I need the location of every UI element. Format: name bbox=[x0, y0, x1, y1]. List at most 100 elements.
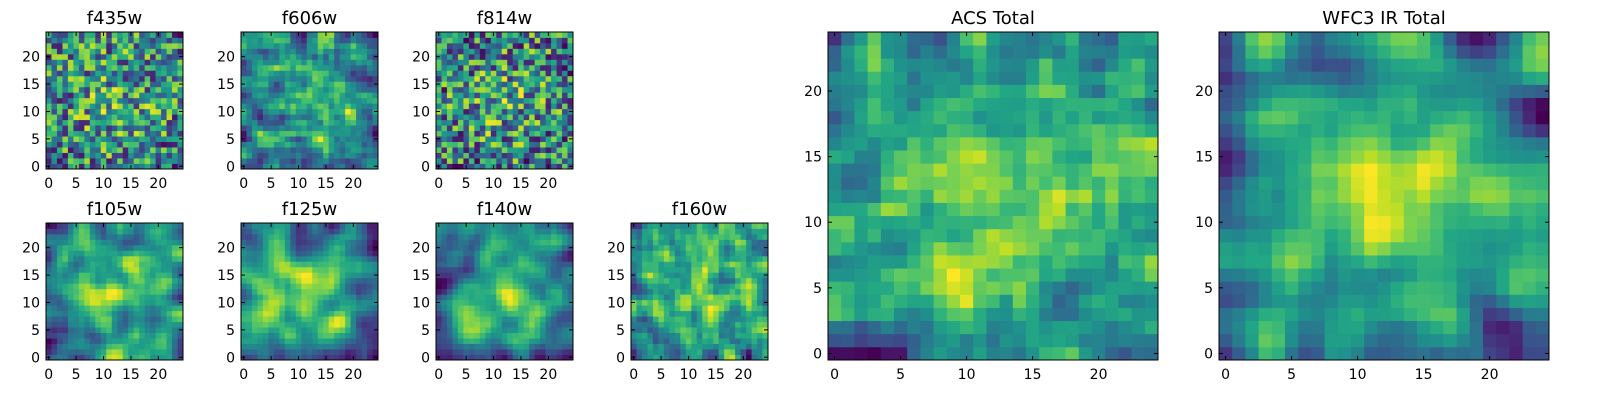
heatmap-cell bbox=[150, 299, 156, 306]
heatmap-cell bbox=[641, 283, 648, 290]
heatmap-cell bbox=[540, 158, 546, 164]
heatmap-cell bbox=[328, 343, 335, 350]
heatmap-cell bbox=[284, 343, 291, 350]
heatmap-cell bbox=[312, 42, 319, 49]
heatmap-cell bbox=[446, 141, 453, 148]
heatmap-cell bbox=[356, 163, 362, 170]
heatmap-cell bbox=[452, 228, 459, 235]
heatmap-cell bbox=[166, 86, 173, 93]
heatmap-cell bbox=[691, 239, 698, 246]
heatmap-cell bbox=[73, 310, 80, 317]
heatmap-cell bbox=[150, 103, 156, 110]
heatmap-cell bbox=[122, 299, 129, 306]
heatmap-cell bbox=[1131, 268, 1146, 282]
heatmap-cell bbox=[973, 307, 987, 322]
heatmap-cell bbox=[534, 97, 541, 104]
heatmap-cell bbox=[172, 261, 178, 268]
heatmap-cell bbox=[334, 70, 341, 77]
heatmap-cell bbox=[95, 53, 102, 60]
heatmap-cell bbox=[907, 281, 921, 295]
heatmap-cell bbox=[1118, 215, 1132, 230]
y-tick-label: 15 bbox=[607, 268, 625, 284]
heatmap-cell bbox=[867, 241, 882, 256]
heatmap-cell bbox=[523, 266, 530, 273]
heatmap-cell bbox=[828, 281, 842, 295]
heatmap-cell bbox=[545, 152, 552, 159]
heatmap-cell bbox=[73, 277, 80, 284]
heatmap-cell bbox=[62, 97, 69, 104]
heatmap-cell bbox=[339, 158, 346, 164]
heatmap-cell bbox=[367, 81, 373, 88]
heatmap-cell bbox=[562, 250, 568, 257]
heatmap-cell bbox=[457, 141, 464, 148]
heatmap-cell bbox=[306, 152, 313, 159]
heatmap-cell bbox=[501, 108, 508, 115]
heatmap-cell bbox=[273, 354, 280, 361]
heatmap-cell bbox=[534, 354, 541, 361]
heatmap-cell bbox=[1078, 294, 1093, 308]
heatmap-cell bbox=[144, 321, 151, 328]
heatmap-cell bbox=[301, 59, 308, 66]
heatmap-cell bbox=[106, 266, 113, 273]
heatmap-cell bbox=[523, 75, 530, 82]
heatmap-cell bbox=[485, 42, 492, 49]
heatmap-cell bbox=[84, 37, 91, 44]
heatmap-cell bbox=[507, 266, 514, 273]
heatmap-cell bbox=[106, 343, 113, 350]
heatmap-cell bbox=[735, 255, 741, 262]
heatmap-cell bbox=[345, 250, 351, 257]
heatmap-cell bbox=[166, 266, 173, 273]
heatmap-cell bbox=[306, 42, 313, 49]
heatmap-cell bbox=[268, 255, 275, 262]
heatmap-cell bbox=[144, 305, 151, 312]
heatmap-cell bbox=[161, 42, 167, 49]
heatmap-cell bbox=[523, 277, 530, 284]
heatmap-cell bbox=[323, 103, 330, 110]
heatmap-cell bbox=[73, 75, 80, 82]
heatmap-cell bbox=[84, 310, 91, 317]
heatmap-cell bbox=[691, 321, 698, 328]
heatmap-cell bbox=[529, 299, 536, 306]
heatmap-cell bbox=[1131, 307, 1146, 322]
heatmap-cell bbox=[241, 316, 247, 323]
heatmap-cell bbox=[685, 321, 692, 328]
heatmap-cell bbox=[457, 272, 464, 279]
heatmap-cell bbox=[301, 255, 308, 262]
heatmap-cell bbox=[133, 354, 140, 361]
heatmap-cell bbox=[150, 48, 156, 55]
heatmap-cell bbox=[696, 233, 703, 240]
heatmap-cell bbox=[46, 42, 52, 49]
heatmap-cell bbox=[334, 32, 341, 38]
heatmap-cell bbox=[161, 310, 167, 317]
heatmap-cell bbox=[328, 261, 335, 268]
heatmap-cell bbox=[361, 130, 368, 137]
heatmap-cell bbox=[1105, 189, 1119, 203]
heatmap-cell bbox=[713, 294, 720, 301]
heatmap-cell bbox=[501, 310, 508, 317]
heatmap-cell bbox=[986, 228, 1000, 243]
heatmap-cell bbox=[51, 255, 58, 262]
heatmap-cell bbox=[273, 250, 280, 257]
heatmap-cell bbox=[713, 310, 720, 317]
heatmap-cell bbox=[279, 332, 286, 339]
heatmap-cell bbox=[446, 92, 453, 99]
heatmap-cell bbox=[295, 147, 302, 153]
x-tick-label: 20 bbox=[734, 367, 752, 383]
heatmap-cell bbox=[46, 97, 52, 104]
heatmap-cell bbox=[290, 277, 297, 284]
heatmap-cell bbox=[356, 125, 362, 132]
heatmap-cell bbox=[636, 299, 643, 306]
heatmap-cell bbox=[631, 349, 637, 355]
heatmap-cell bbox=[540, 294, 546, 301]
heatmap-cell bbox=[284, 261, 291, 268]
heatmap-cell bbox=[317, 97, 324, 104]
heatmap-cell bbox=[529, 277, 536, 284]
heatmap-cell bbox=[284, 75, 291, 82]
heatmap-cell bbox=[1052, 189, 1066, 203]
heatmap-cell bbox=[78, 32, 85, 38]
heatmap-cell bbox=[241, 288, 247, 295]
heatmap-cell bbox=[1012, 333, 1027, 348]
heatmap-cell bbox=[172, 141, 178, 148]
heatmap-cell bbox=[301, 147, 308, 153]
heatmap-cell bbox=[166, 147, 173, 153]
